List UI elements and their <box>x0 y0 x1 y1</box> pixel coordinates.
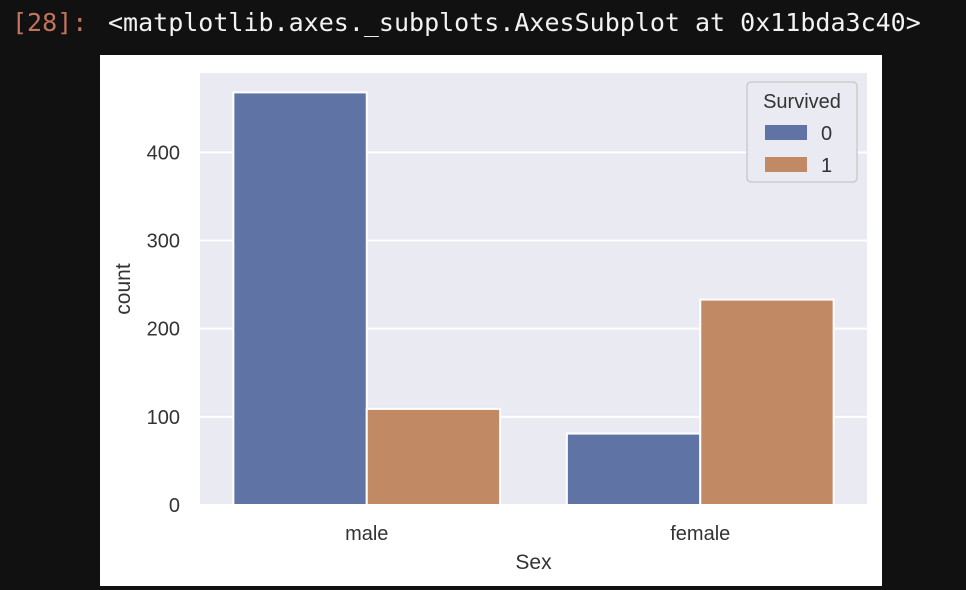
bar-female-survived-1 <box>699 298 835 506</box>
x-axis-label: Sex <box>515 551 552 574</box>
legend: Survived 0 1 <box>746 81 858 183</box>
legend-entry-label: 1 <box>821 155 832 177</box>
bars <box>232 91 835 507</box>
legend-swatch <box>765 157 807 172</box>
x-tick-label: female <box>670 523 730 545</box>
ticks: 0 100 200 300 400 male female <box>147 142 731 545</box>
bar-female-survived-0 <box>565 432 702 507</box>
legend-swatch <box>765 125 807 140</box>
bar-chart: 0 100 200 300 400 male female Sex count Surviv… <box>112 73 867 574</box>
x-tick-label: male <box>345 523 388 545</box>
y-tick-label: 200 <box>147 319 180 341</box>
y-tick-label: 0 <box>169 495 180 517</box>
output-repr-text: <matplotlib.axes._subplots.AxesSubplot a… <box>108 8 921 37</box>
execution-prompt: [28]: <box>12 8 88 37</box>
legend-entry-label: 0 <box>821 123 832 145</box>
chart-figure: 0 100 200 300 400 male female Sex count Surviv… <box>100 55 882 586</box>
y-tick-label: 100 <box>147 407 180 429</box>
bar-male-survived-0 <box>232 91 368 507</box>
legend-title: Survived <box>763 91 841 113</box>
bar-male-survived-1 <box>365 407 502 506</box>
y-tick-label: 300 <box>147 231 180 253</box>
y-tick-label: 400 <box>147 142 180 164</box>
y-axis-label: count <box>112 263 135 315</box>
